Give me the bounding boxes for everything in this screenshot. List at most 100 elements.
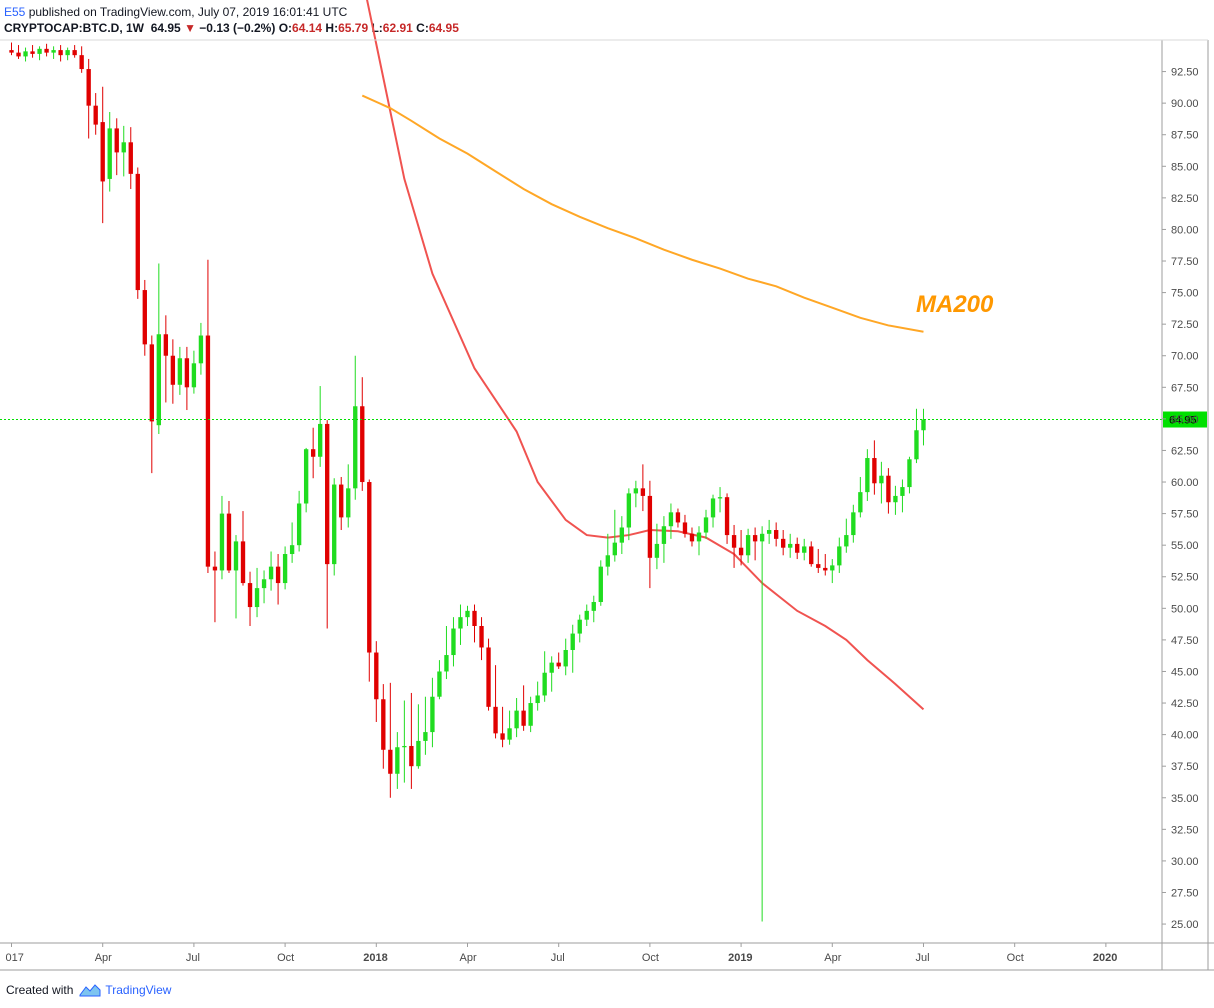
candle-body (647, 495, 653, 558)
candle-body (100, 122, 105, 182)
candle-body (16, 52, 21, 57)
candle-body (135, 173, 140, 291)
candle-body (381, 699, 386, 750)
x-tick-label: Jul (186, 952, 200, 964)
candle-body (479, 626, 484, 648)
candle-body (163, 334, 169, 356)
footer: Created with TradingView (6, 982, 171, 998)
candle-body (226, 513, 232, 571)
candle-body (128, 142, 133, 174)
candle-body (717, 497, 723, 499)
candle-body (388, 749, 393, 774)
close-label: C: (416, 21, 429, 35)
ma200-layer: MA200 (361, 94, 994, 333)
x-tick-label: Oct (1007, 952, 1024, 964)
y-tick-label: 37.50 (1171, 761, 1199, 773)
candle-body (521, 710, 526, 726)
candle-body (759, 533, 765, 542)
axes-layer: 25.00 27.50 30.00 32.50 35.00 37.50 40.00 42.50… (0, 39, 1214, 971)
candle-body (486, 647, 491, 707)
publish-info: E55 published on TradingView.com, July 0… (4, 4, 1204, 20)
last-price-label: 64.95 (1169, 415, 1197, 427)
candle-body (184, 358, 190, 388)
candle-body (472, 610, 477, 627)
change-value: −0.13 (−0.2%) (199, 21, 276, 35)
candle-body (191, 363, 197, 388)
y-tick-label: 32.50 (1171, 824, 1199, 836)
candle-body (367, 482, 372, 653)
candle-body (177, 358, 183, 385)
candle-body (661, 526, 667, 544)
y-tick-label: 27.50 (1171, 887, 1199, 899)
candle-body (731, 535, 737, 548)
candles-layer (9, 42, 926, 922)
candle-body (858, 492, 863, 513)
candle-body (44, 48, 49, 53)
candle-body (23, 51, 28, 57)
candle-body (233, 541, 239, 571)
candle-body (353, 406, 358, 489)
close-value: 64.95 (428, 21, 459, 35)
candle-body (872, 458, 877, 484)
candle-body (556, 662, 561, 667)
candle-body (886, 475, 891, 503)
y-tick-label: 55.00 (1171, 540, 1199, 552)
y-tick-label: 82.50 (1171, 193, 1199, 205)
tradingview-brand[interactable]: TradingView (105, 983, 172, 997)
candle-body (900, 487, 905, 496)
candle-body (465, 610, 470, 618)
candle-body (121, 142, 126, 153)
last-price-layer: 64.95 (0, 411, 1207, 428)
created-with-text: Created with (6, 983, 74, 997)
candle-body (535, 695, 540, 704)
candle-body (374, 652, 379, 700)
y-tick-label: 25.00 (1171, 919, 1199, 931)
author-link[interactable]: E55 (4, 5, 26, 19)
last-price-tag (1163, 411, 1207, 428)
y-tick-label: 62.50 (1171, 445, 1199, 457)
candle-body (37, 48, 42, 54)
candle-body (114, 128, 119, 153)
high-value: 65.79 (338, 21, 369, 35)
candle-body (816, 564, 821, 568)
candle-body (921, 419, 926, 431)
candle-body (788, 543, 793, 548)
candle-body (528, 703, 533, 726)
x-tick-label: Apr (459, 952, 476, 964)
symbol-line: CRYPTOCAP:BTC.D, 1W 64.95 ▼ −0.13 (−0.2%… (4, 20, 1204, 36)
y-tick-label: 90.00 (1171, 98, 1199, 110)
y-tick-label: 40.00 (1171, 730, 1199, 742)
candle-body (654, 543, 660, 558)
candle-body (30, 51, 35, 54)
candle-body (451, 628, 456, 656)
candle-body (773, 530, 779, 539)
candle-body (360, 406, 365, 483)
symbol-name: CRYPTOCAP:BTC.D, 1W (4, 21, 145, 35)
candle-body (261, 579, 267, 589)
candle-body (851, 512, 856, 536)
candle-body (682, 522, 688, 534)
y-tick-label: 87.50 (1171, 130, 1199, 142)
x-tick-label: 2020 (1093, 952, 1117, 964)
candle-body (612, 542, 617, 556)
candle-body (738, 547, 744, 556)
candle-body (879, 475, 884, 484)
y-tick-label: 85.00 (1171, 161, 1199, 173)
candle-body (724, 497, 730, 536)
candle-body (93, 105, 98, 125)
y-tick-label: 70.00 (1171, 351, 1199, 363)
candle-body (781, 538, 786, 548)
candle-body (409, 745, 414, 767)
candle-body (626, 493, 632, 528)
candle-body (296, 503, 302, 546)
high-label: H: (325, 21, 339, 35)
publish-text: published on TradingView.com, July 07, 2… (25, 5, 348, 19)
candle-body (844, 535, 849, 547)
x-tick-label: Oct (642, 952, 659, 964)
candle-body (865, 458, 870, 493)
candle-body (254, 588, 260, 608)
candle-body (633, 488, 639, 494)
last-value: 64.95 (150, 21, 181, 35)
y-tick-label: 47.50 (1171, 635, 1199, 647)
